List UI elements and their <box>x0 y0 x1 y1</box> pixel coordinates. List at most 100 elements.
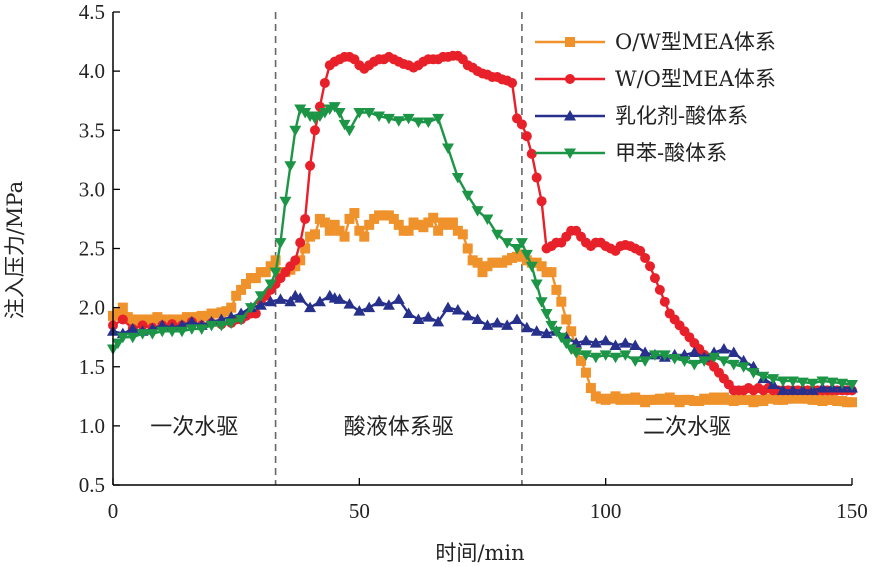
data-point <box>136 329 149 340</box>
data-point <box>639 346 652 358</box>
data-point <box>244 303 257 314</box>
y-tick-label: 4.0 <box>79 59 105 83</box>
data-point <box>540 327 553 339</box>
data-point <box>359 231 370 242</box>
data-point <box>269 267 282 279</box>
data-point <box>481 214 494 225</box>
data-point <box>461 309 474 321</box>
data-point <box>585 383 596 394</box>
data-point <box>333 293 346 304</box>
data-point <box>629 339 642 350</box>
data-point <box>185 315 198 327</box>
y-tick-label: 1.0 <box>79 414 105 438</box>
data-point <box>334 225 345 236</box>
data-point <box>526 148 537 159</box>
data-point <box>309 125 320 136</box>
data-point <box>343 298 356 309</box>
data-point <box>556 296 567 307</box>
data-point <box>146 329 159 340</box>
data-point <box>565 74 575 84</box>
data-point <box>274 293 287 304</box>
x-tick-label: 50 <box>349 499 370 523</box>
data-point <box>471 313 484 324</box>
data-point <box>531 172 542 183</box>
data-point <box>295 237 306 248</box>
data-point <box>564 110 576 121</box>
data-point <box>403 225 414 236</box>
data-point <box>640 252 651 263</box>
x-tick-label: 100 <box>590 499 622 523</box>
data-point <box>265 261 276 272</box>
data-point <box>491 316 504 328</box>
data-point <box>536 261 547 272</box>
data-point <box>461 190 474 202</box>
data-point <box>516 119 527 130</box>
data-point <box>432 113 445 125</box>
data-point <box>806 378 819 390</box>
data-point <box>659 296 670 307</box>
data-point <box>836 378 849 390</box>
data-point <box>516 249 527 260</box>
data-point <box>126 332 139 344</box>
data-point <box>205 320 218 332</box>
data-point <box>309 229 320 240</box>
data-point <box>284 295 297 307</box>
data-point <box>648 350 661 361</box>
data-point <box>215 320 228 332</box>
data-point <box>491 229 504 241</box>
data-point <box>555 332 568 344</box>
data-point <box>566 326 577 337</box>
legend-entry: 乳化剂-酸体系 <box>535 104 748 128</box>
series-2 <box>108 50 857 396</box>
data-point <box>442 143 455 154</box>
data-point <box>609 339 622 350</box>
data-point <box>777 384 790 395</box>
data-point <box>472 257 483 268</box>
data-point <box>393 219 404 230</box>
data-point <box>250 273 261 284</box>
data-point <box>678 356 691 367</box>
data-point <box>382 299 395 310</box>
data-point <box>333 108 346 119</box>
data-point <box>270 255 281 266</box>
data-point <box>225 318 238 329</box>
data-point <box>349 208 360 219</box>
data-point <box>264 279 277 290</box>
data-point <box>777 376 790 387</box>
data-point <box>402 307 415 319</box>
data-point <box>185 324 198 335</box>
data-point <box>688 346 701 358</box>
data-point <box>353 305 366 316</box>
data-point <box>507 77 518 88</box>
data-point <box>757 371 770 383</box>
data-point <box>254 299 267 310</box>
legend-label: 甲苯-酸体系 <box>615 141 727 165</box>
data-point <box>708 352 721 364</box>
x-tick-label: 0 <box>108 499 119 523</box>
data-point <box>550 326 563 338</box>
data-point <box>846 379 858 391</box>
data-point <box>354 225 365 236</box>
region-label: 二次水驱 <box>643 415 731 440</box>
data-point <box>305 160 316 171</box>
data-point <box>433 225 444 236</box>
data-point <box>589 337 602 348</box>
data-point <box>619 350 632 361</box>
data-point <box>521 131 532 142</box>
data-point <box>477 267 488 278</box>
data-point <box>698 356 711 367</box>
data-point <box>300 243 311 254</box>
x-axis-title: 时间/min <box>435 541 524 565</box>
data-point <box>545 320 558 332</box>
data-point <box>510 244 523 255</box>
data-point <box>599 350 612 361</box>
data-point <box>471 206 484 217</box>
data-point <box>339 231 350 242</box>
data-point <box>501 319 514 330</box>
data-point <box>254 291 267 302</box>
data-point <box>363 108 376 119</box>
data-point <box>364 219 375 230</box>
data-point <box>328 102 341 113</box>
data-point <box>551 284 562 295</box>
data-point <box>520 249 533 261</box>
